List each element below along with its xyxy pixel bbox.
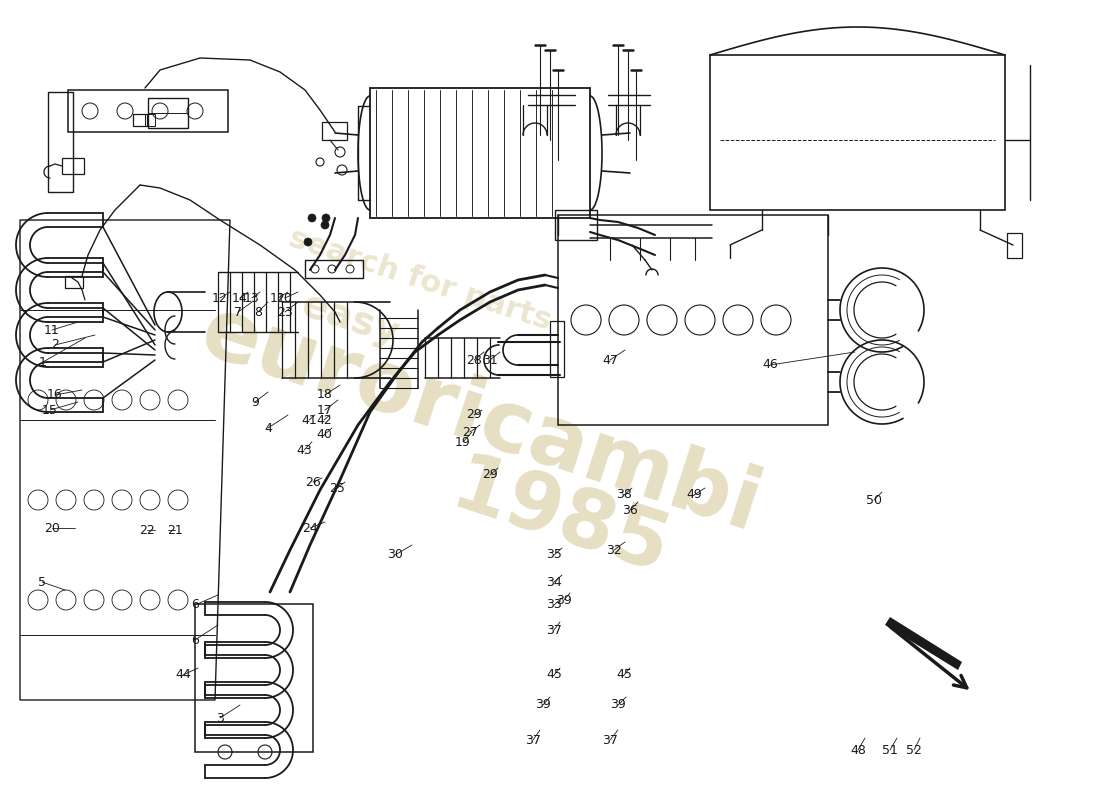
Text: 25: 25 [329,482,345,494]
Text: euroricambi: euroricambi [189,290,770,550]
Bar [550,321,564,377]
Text: 16: 16 [47,389,63,402]
Text: 29: 29 [482,469,498,482]
Bar [710,55,1005,210]
Text: 39: 39 [610,698,626,711]
Text: 14: 14 [232,291,248,305]
Text: 3: 3 [216,711,224,725]
Text: 4: 4 [264,422,272,434]
Text: 36: 36 [623,503,638,517]
Text: 28: 28 [466,354,482,366]
Text: 38: 38 [616,489,631,502]
Bar [148,98,188,128]
Text: 1985: 1985 [441,448,679,592]
Text: 12: 12 [212,291,228,305]
Text: 37: 37 [602,734,618,746]
Text: 5: 5 [39,575,46,589]
Circle shape [304,238,312,246]
Text: 47: 47 [602,354,618,366]
Text: 45: 45 [616,669,631,682]
Text: 41: 41 [301,414,317,426]
Text: 20: 20 [44,522,59,534]
Text: 46: 46 [762,358,778,371]
Text: 8: 8 [254,306,262,318]
Text: 34: 34 [546,575,562,589]
Text: 17: 17 [317,403,333,417]
Text: 44: 44 [175,669,191,682]
Text: 10: 10 [277,291,293,305]
Bar [195,604,314,752]
Text: 29: 29 [466,409,482,422]
Text: 43: 43 [296,443,312,457]
Text: 7: 7 [234,306,242,318]
Text: 51: 51 [882,743,898,757]
Text: 9: 9 [251,395,258,409]
Bar [145,114,155,126]
Text: 33: 33 [546,598,562,611]
Text: 1: 1 [40,355,47,369]
Bar [133,114,147,126]
Text: 32: 32 [606,543,621,557]
Text: 39: 39 [557,594,572,606]
Text: 48: 48 [850,743,866,757]
Bar [48,92,73,192]
Text: 11: 11 [44,323,59,337]
Text: 49: 49 [686,489,702,502]
Text: 18: 18 [317,389,333,402]
Text: 6: 6 [191,598,199,611]
Text: 37: 37 [525,734,541,746]
Text: 15: 15 [42,403,58,417]
Text: 24: 24 [302,522,318,534]
Text: 12: 12 [271,291,286,305]
Text: 50: 50 [866,494,882,506]
Text: search for parts: search for parts [285,224,556,336]
Text: 26: 26 [305,475,321,489]
Bar [556,210,597,240]
Text: 39: 39 [535,698,551,711]
Text: 2: 2 [51,338,59,351]
Text: 23: 23 [277,306,293,318]
Text: 52: 52 [906,743,922,757]
Text: 13: 13 [244,291,260,305]
Text: 37: 37 [546,623,562,637]
Polygon shape [886,617,962,670]
Bar [558,215,828,425]
Text: 21: 21 [167,523,183,537]
Bar [322,122,346,140]
Bar [1006,233,1022,258]
Circle shape [322,214,330,222]
Bar [370,88,590,218]
Text: 35: 35 [546,549,562,562]
Text: 40: 40 [316,429,332,442]
Text: 30: 30 [387,549,403,562]
Bar [68,90,228,132]
Text: 19: 19 [455,435,471,449]
Bar [62,158,84,174]
Text: 31: 31 [482,354,498,366]
Text: 22: 22 [139,523,155,537]
Bar [305,260,363,278]
Text: 45: 45 [546,669,562,682]
Bar [65,276,82,288]
Circle shape [308,214,316,222]
Text: 6: 6 [191,634,199,646]
Text: 42: 42 [316,414,332,426]
Text: 27: 27 [462,426,477,438]
Circle shape [321,221,329,229]
Text: easy: easy [296,286,404,354]
